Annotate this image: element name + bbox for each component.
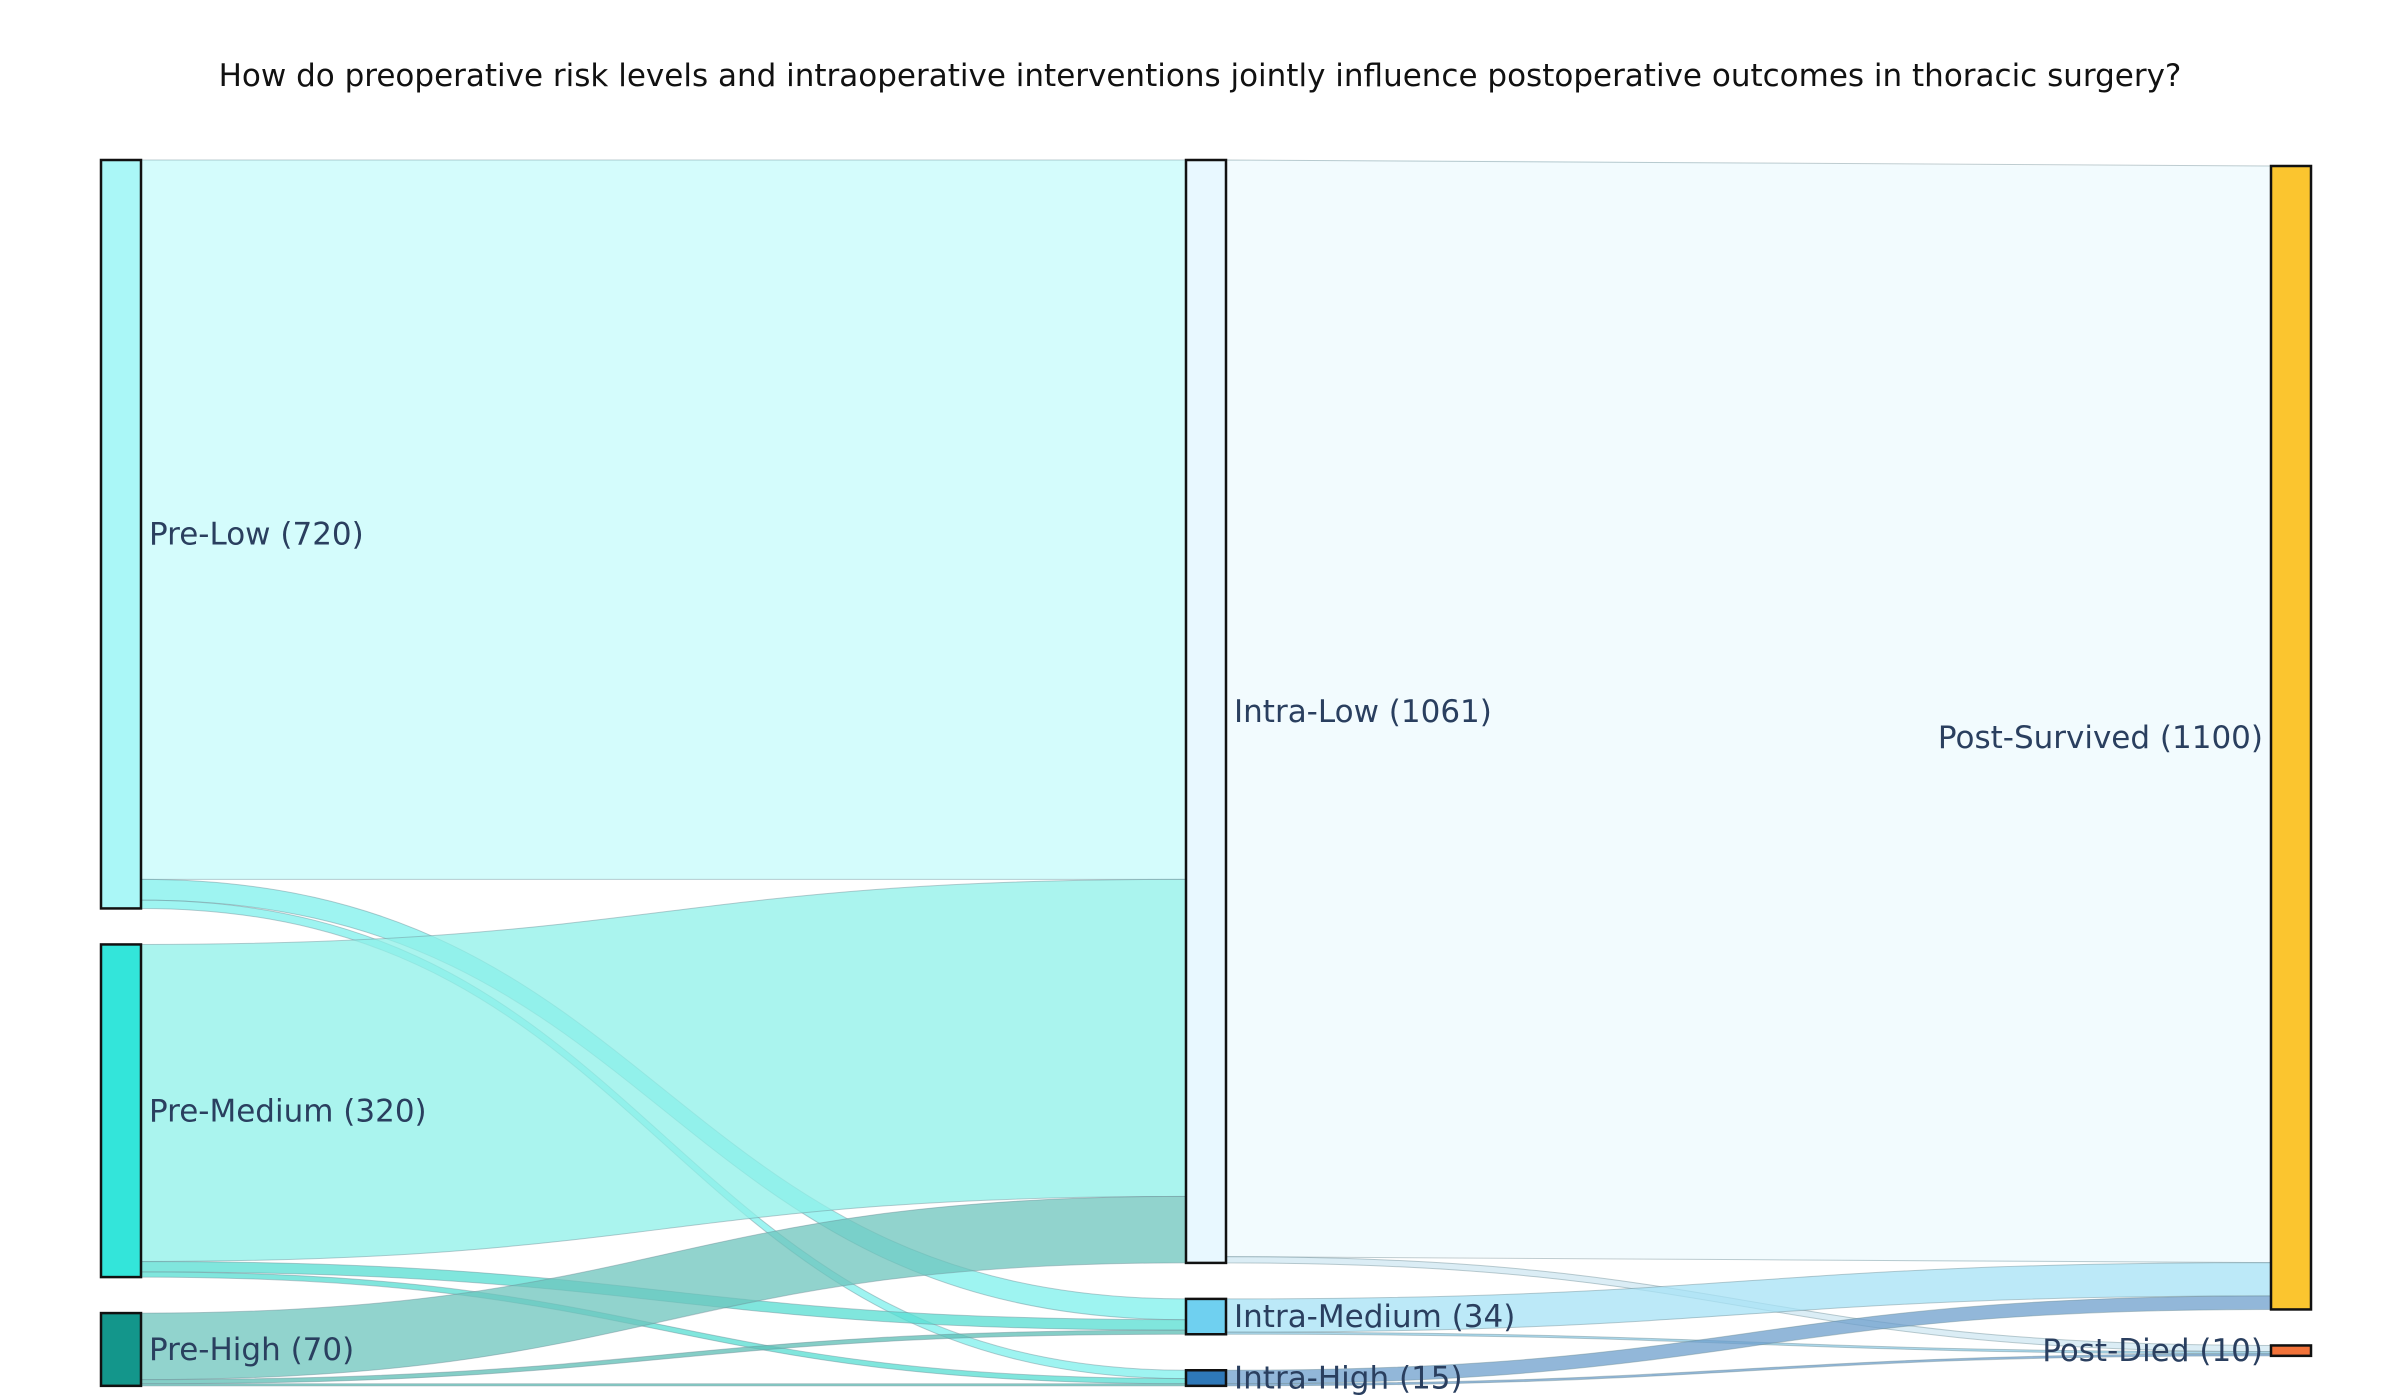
node-pre_high[interactable] [99,1311,143,1388]
node-label-post_surv: Post-Survived (1100) [1938,720,2263,756]
node-label-intra_low: Intra-Low (1061) [1234,694,1492,730]
node-label-pre_high: Pre-High (70) [149,1332,354,1368]
node-label-intra_high: Intra-High (15) [1234,1361,1463,1397]
node-pre_med[interactable] [99,943,143,1279]
link-pre_high-to-intra_high[interactable] [140,1383,1187,1387]
links-layer [140,159,2272,1387]
chart-title: How do preoperative risk levels and intr… [218,58,2182,94]
node-label-pre_med: Pre-Medium (320) [149,1093,427,1129]
node-label-intra_med: Intra-Medium (34) [1234,1299,1515,1335]
node-intra_low[interactable] [1184,158,1228,1265]
node-post_surv[interactable] [2269,164,2313,1311]
node-intra_med[interactable] [1184,1297,1228,1336]
labels-layer: Pre-Low (720) Pre-Medium (320) Pre-High (7… [149,517,2263,1397]
nodes-layer [99,158,2313,1388]
node-label-post_died: Post-Died (10) [2042,1333,2263,1369]
node-post_died[interactable] [2269,1344,2313,1358]
node-label-pre_low: Pre-Low (720) [149,517,364,553]
node-intra_high[interactable] [1184,1369,1228,1388]
node-pre_low[interactable] [99,158,143,910]
